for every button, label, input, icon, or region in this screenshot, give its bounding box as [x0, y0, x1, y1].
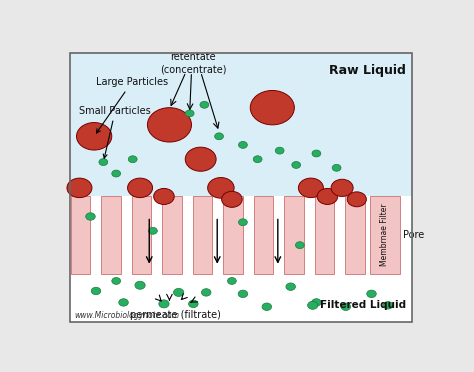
Circle shape — [159, 300, 169, 308]
Text: Filtered Liquid: Filtered Liquid — [320, 300, 406, 310]
Circle shape — [189, 300, 198, 308]
Circle shape — [383, 302, 393, 309]
Circle shape — [228, 278, 237, 284]
Circle shape — [135, 281, 145, 289]
Bar — [71, 196, 90, 274]
Text: Small Particles: Small Particles — [80, 106, 151, 158]
Circle shape — [147, 108, 191, 142]
Circle shape — [99, 158, 108, 166]
Circle shape — [173, 288, 184, 296]
Bar — [315, 196, 334, 274]
Circle shape — [112, 278, 120, 284]
Bar — [284, 196, 303, 274]
Circle shape — [222, 191, 242, 207]
Circle shape — [275, 147, 284, 154]
Circle shape — [262, 303, 272, 311]
Circle shape — [185, 110, 194, 117]
Circle shape — [200, 101, 209, 108]
Circle shape — [250, 90, 294, 125]
Circle shape — [128, 156, 137, 163]
Circle shape — [112, 170, 120, 177]
Circle shape — [208, 177, 234, 198]
Bar — [223, 196, 243, 274]
Bar — [193, 196, 212, 274]
Circle shape — [185, 147, 216, 171]
Circle shape — [312, 150, 321, 157]
Text: Raw Liquid: Raw Liquid — [329, 64, 406, 77]
Circle shape — [331, 179, 353, 196]
Circle shape — [317, 189, 337, 205]
Bar — [346, 196, 365, 274]
Circle shape — [86, 213, 95, 220]
Circle shape — [148, 227, 157, 234]
Bar — [70, 53, 412, 196]
Circle shape — [308, 301, 318, 309]
Circle shape — [253, 156, 262, 163]
Circle shape — [332, 164, 341, 171]
Circle shape — [299, 178, 323, 198]
Circle shape — [154, 189, 174, 205]
Bar — [163, 196, 182, 274]
Circle shape — [367, 290, 376, 298]
Text: Pore: Pore — [403, 230, 425, 240]
Circle shape — [76, 122, 112, 150]
Circle shape — [128, 178, 153, 198]
Circle shape — [91, 287, 101, 295]
Circle shape — [238, 141, 247, 148]
Circle shape — [238, 290, 248, 298]
Bar — [254, 196, 273, 274]
Circle shape — [215, 133, 223, 140]
Circle shape — [295, 242, 304, 248]
Bar — [370, 196, 400, 274]
Bar — [101, 196, 120, 274]
Circle shape — [286, 283, 295, 291]
Circle shape — [341, 303, 351, 311]
Circle shape — [67, 178, 92, 198]
Text: permeate (filtrate): permeate (filtrate) — [129, 310, 220, 320]
Bar — [132, 196, 151, 274]
Text: www.Microbiologynote.com: www.Microbiologynote.com — [74, 311, 179, 320]
Circle shape — [119, 299, 128, 306]
Text: Membrnae Filter: Membrnae Filter — [380, 204, 389, 266]
Text: retentate
(concentrate): retentate (concentrate) — [160, 52, 227, 74]
Circle shape — [292, 161, 301, 169]
Circle shape — [238, 219, 247, 226]
Circle shape — [201, 289, 211, 296]
Circle shape — [311, 299, 321, 306]
Circle shape — [347, 192, 366, 207]
Bar — [70, 196, 370, 274]
Text: Large Particles: Large Particles — [96, 77, 168, 133]
